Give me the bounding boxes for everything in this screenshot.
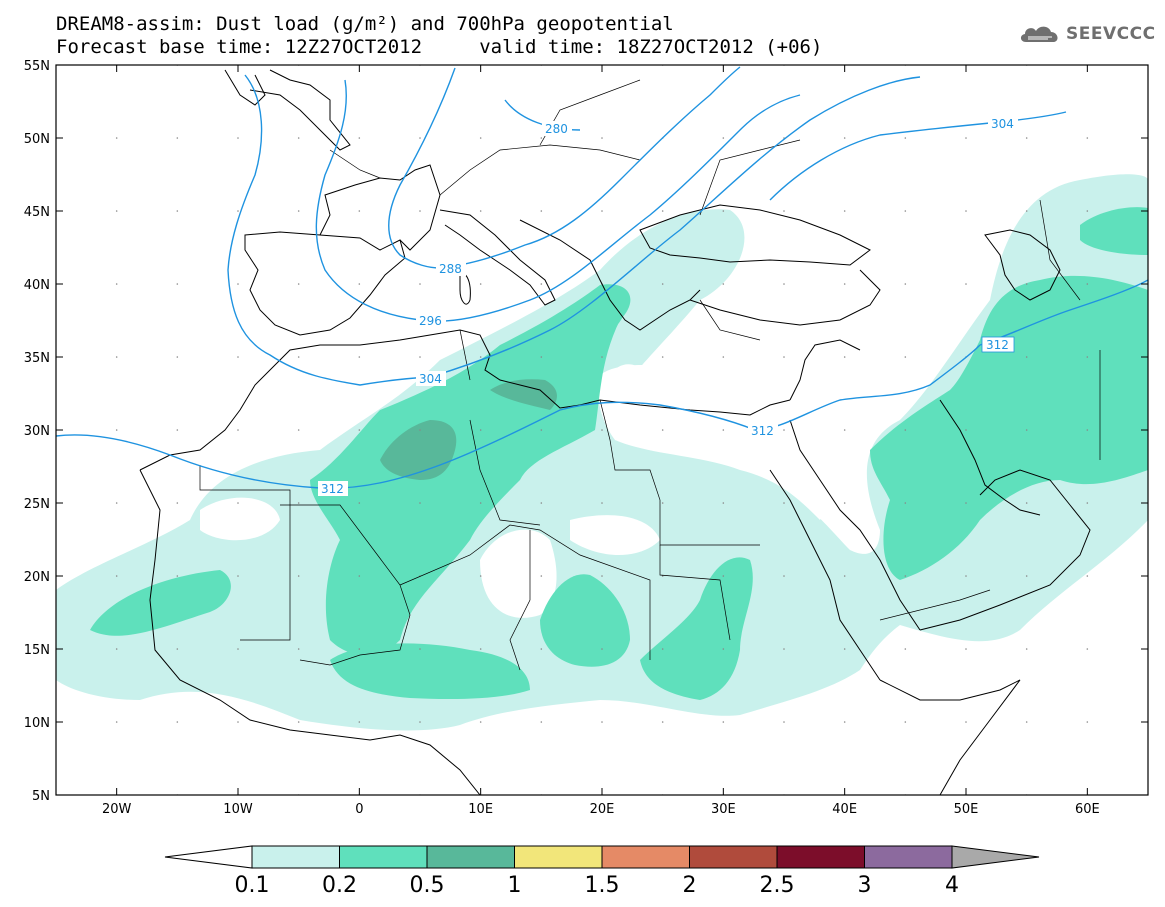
dust-clear-areas <box>200 365 835 618</box>
lat-tick-label: 45N <box>24 205 50 220</box>
lat-tick-label: 30N <box>24 424 50 439</box>
contour-label-280: 280 <box>545 122 568 136</box>
colorbar-label: 0.1 <box>235 873 270 898</box>
contour-label-288: 288 <box>439 262 462 276</box>
cloud-icon <box>1020 26 1058 42</box>
colorbar-box <box>864 845 953 869</box>
colorbar-label: 0.5 <box>410 873 445 898</box>
colorbar-box <box>776 845 865 869</box>
lon-tick-label: 0 <box>355 802 363 817</box>
colorbar-high-arrow <box>951 845 1040 869</box>
colorbar-label: 1 <box>508 873 522 898</box>
lat-tick-label: 15N <box>24 643 50 658</box>
dust-medium-shading <box>90 207 1148 700</box>
latitude-labels: 55N 50N 45N 40N 35N 30N 25N 20N 15N 10N 5N <box>24 59 50 804</box>
colorbar-box <box>601 845 690 869</box>
contour-label-312-west: 312 <box>321 482 344 496</box>
lon-tick-label: 10E <box>468 802 493 817</box>
colorbar-box <box>339 845 428 869</box>
colorbar-box <box>514 845 603 869</box>
lat-tick-label: 5N <box>32 789 50 804</box>
lat-tick-label: 35N <box>24 351 50 366</box>
country-borders <box>199 79 1101 671</box>
lat-tick-label: 40N <box>24 278 50 293</box>
seevccc-logo: SEEVCCC <box>1018 22 1156 46</box>
lat-tick-label: 55N <box>24 59 50 74</box>
lon-tick-label: 10W <box>223 802 253 817</box>
lat-tick-label: 20N <box>24 570 50 585</box>
chart-title: DREAM8-assim: Dust load (g/m²) and 700hP… <box>56 13 674 35</box>
contour-labels: 280 288 296 304 312 312 312 304 <box>318 116 1018 496</box>
colorbar-label: 2 <box>683 873 697 898</box>
contour-label-296: 296 <box>419 314 442 328</box>
colorbar-low-arrow <box>164 845 253 869</box>
lon-tick-label: 20W <box>102 802 132 817</box>
contour-label-312-east: 312 <box>986 338 1009 352</box>
contour-label-304-east: 304 <box>991 117 1014 131</box>
contour-label-304: 304 <box>419 372 442 386</box>
lon-tick-label: 40E <box>832 802 857 817</box>
colorbar-box <box>426 845 515 869</box>
coastlines <box>139 69 1091 795</box>
colorbar-label: 0.2 <box>322 873 357 898</box>
dust-dense-shading <box>380 379 557 480</box>
colorbar-label: 1.5 <box>585 873 620 898</box>
lat-tick-label: 25N <box>24 497 50 512</box>
forecast-time-line: Forecast base time: 12Z27OCT2012 valid t… <box>56 36 823 58</box>
colorbar-box <box>689 845 778 869</box>
lon-tick-label: 60E <box>1075 802 1100 817</box>
colorbar-label: 2.5 <box>760 873 795 898</box>
lon-tick-label: 20E <box>590 802 615 817</box>
longitude-labels: 20W 10W 0 10E 20E 30E 40E 50E 60E <box>102 802 1100 817</box>
colorbar-label: 3 <box>858 873 872 898</box>
colorbar: 0.1 0.2 0.5 1 1.5 2 2.5 3 4 <box>164 845 1040 898</box>
axis-ticks <box>56 64 1148 796</box>
colorbar-label: 4 <box>945 873 959 898</box>
lon-tick-label: 50E <box>954 802 979 817</box>
lon-tick-label: 30E <box>711 802 736 817</box>
lat-tick-label: 10N <box>24 716 50 731</box>
colorbar-box <box>251 845 340 869</box>
logo-text: SEEVCCC <box>1066 24 1156 44</box>
contour-label-312-egypt: 312 <box>751 424 774 438</box>
lat-tick-label: 50N <box>24 132 50 147</box>
geopotential-contours <box>56 66 1148 489</box>
